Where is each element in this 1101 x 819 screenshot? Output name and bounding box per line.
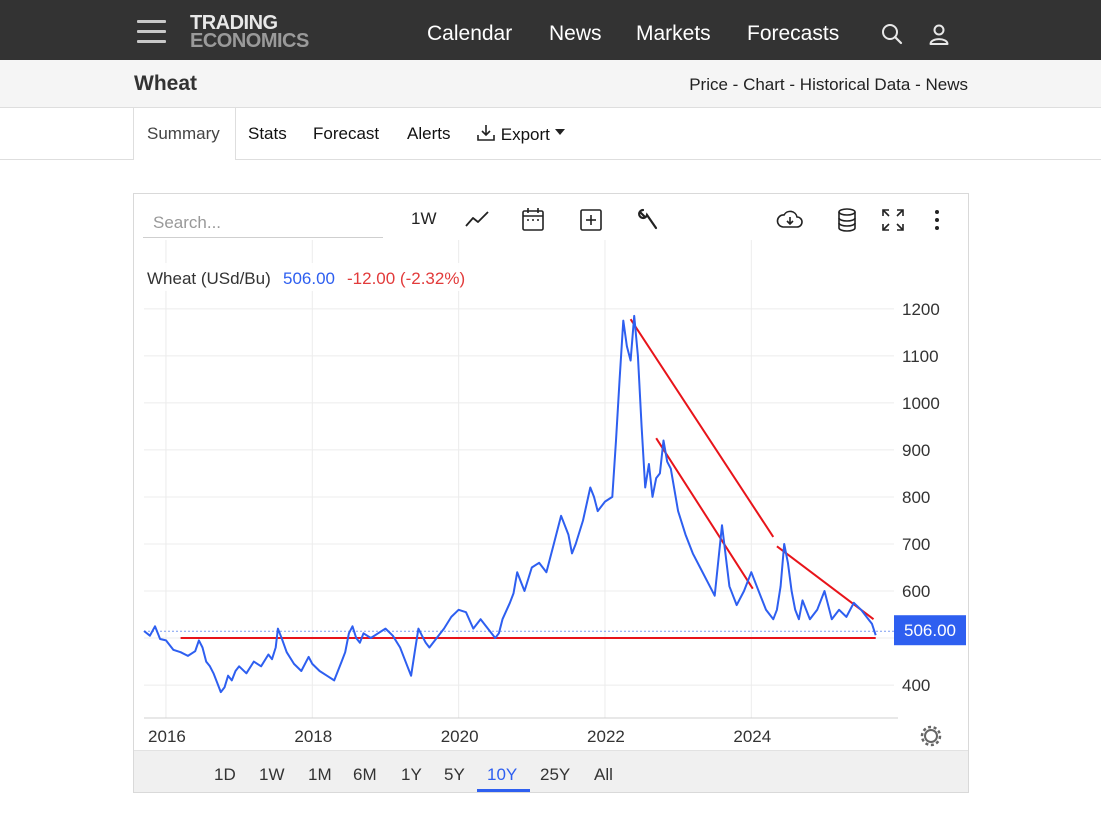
price-chart[interactable]: 400 600 700 800 900 1000 1100 1200 2016 2018 2020 2… [134,240,968,750]
link-price[interactable]: Price [689,75,728,94]
x-tick-label: 2024 [733,727,771,746]
chart-panel: 1W 400 600 700 800 900 1000 1100 1200 2016 2018 20… [133,193,969,793]
tab-export[interactable]: Export [476,124,565,145]
wrench-icon[interactable] [635,206,661,234]
x-tick-label: 2018 [294,727,332,746]
y-tick-label: 800 [902,488,930,507]
range-6m[interactable]: 6M [353,765,377,784]
y-tick-label: 700 [902,535,930,554]
nav-news[interactable]: News [549,22,602,45]
more-options-icon[interactable] [930,206,944,234]
chart-price-change: -12.00 (-2.32%) [347,269,465,288]
nav-calendar[interactable]: Calendar [427,22,513,45]
x-tick-label: 2022 [587,727,625,746]
download-icon [477,125,495,141]
last-price-label: 506.00 [894,615,966,646]
last-price-badge [894,615,966,646]
chart-axes: 400 600 700 800 900 1000 1100 1200 2016 2018 2020 2… [144,300,940,746]
tab-summary[interactable]: Summary [133,108,236,160]
chart-last-price: 506.00 [283,269,335,288]
nav-forecasts[interactable]: Forecasts [747,22,840,45]
link-separator: - [789,75,796,94]
logo-line1: TRADING [190,12,278,34]
menu-icon[interactable] [137,20,167,44]
trend-line [629,318,775,538]
database-icon[interactable] [835,206,859,234]
range-10y[interactable]: 10Y [487,765,518,784]
x-tick-label: 2016 [148,727,186,746]
section-links: Price - Chart - Historical Data - News [689,75,968,95]
price-line [143,314,877,694]
line-chart-icon[interactable] [464,206,490,234]
fullscreen-icon[interactable] [880,206,906,234]
trend-line [655,437,754,590]
link-historical-data[interactable]: Historical Data [799,75,911,94]
chart-settings-icon[interactable] [920,725,942,747]
legend-background [140,263,480,291]
user-icon[interactable] [927,22,951,46]
range-1m[interactable]: 1M [308,765,332,784]
search-icon[interactable] [880,22,904,46]
range-5y[interactable]: 5Y [444,765,465,784]
tab-export-label: Export [500,125,550,144]
y-tick-label: 1200 [902,300,940,319]
page-title: Wheat [134,72,197,95]
nav-markets[interactable]: Markets [636,22,711,45]
tab-summary-label: Summary [147,124,220,143]
logo-line2: ECONOMICS [190,30,309,52]
y-tick-label: 1000 [902,394,940,413]
cloud-download-icon[interactable] [775,206,805,234]
tab-stats[interactable]: Stats [248,124,287,143]
range-1y[interactable]: 1Y [401,765,422,784]
calendar-icon[interactable] [520,206,546,234]
price-series [143,314,877,694]
range-active-indicator [477,789,530,792]
y-tick-label: 600 [902,582,930,601]
chart-grid [144,240,894,718]
trading-economics-logo[interactable]: TRADING ECONOMICS [190,12,309,52]
range-1w[interactable]: 1W [259,765,285,784]
tab-forecast[interactable]: Forecast [313,124,380,143]
interval-selector[interactable]: 1W [411,209,437,228]
link-separator: - [732,75,739,94]
y-tick-label: 1100 [902,347,939,366]
tab-bar: Summary Stats Forecast Alerts Export [0,108,1101,160]
chart-series-name: Wheat (USd/Bu) [147,269,271,288]
link-news[interactable]: News [925,75,968,94]
tab-alerts[interactable]: Alerts [407,124,451,143]
top-navigation-bar: TRADING ECONOMICS Calendar News Markets … [0,0,1101,60]
range-all[interactable]: All [594,765,613,784]
y-tick-label: 400 [902,676,930,695]
caret-down-icon [554,129,565,135]
link-separator: - [915,75,921,94]
y-tick-label: 900 [902,441,930,460]
x-tick-label: 2020 [441,727,479,746]
range-selector-bar: 1D 1W 1M 6M 1Y 5Y 10Y 25Y All [134,750,968,792]
link-chart[interactable]: Chart [743,75,785,94]
chart-search-input[interactable] [143,208,383,238]
range-1d[interactable]: 1D [214,765,236,784]
last-price-badge-text: 506.00 [904,621,956,640]
add-indicator-icon[interactable] [578,206,604,234]
range-25y[interactable]: 25Y [540,765,571,784]
page-subheader: Wheat Price - Chart - Historical Data - … [0,60,1101,108]
